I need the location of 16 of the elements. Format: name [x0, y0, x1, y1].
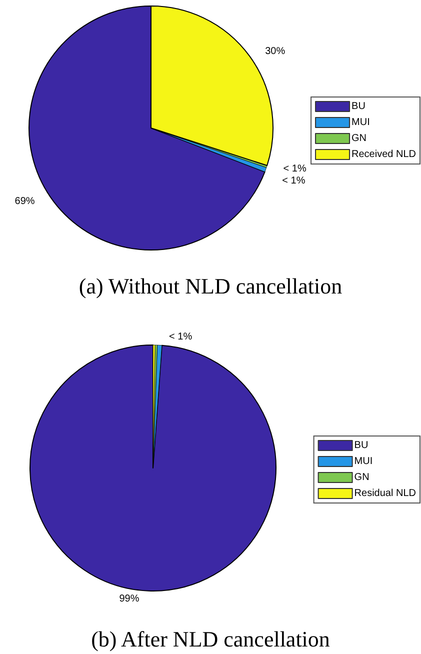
data-label: 30% — [265, 46, 286, 58]
data-label: < 1% — [282, 176, 306, 187]
data-label: 69% — [14, 196, 35, 208]
legend-label: GN — [352, 133, 367, 144]
legend-label: MUI — [352, 117, 370, 128]
text: (a) Without NLD cancellation — [78, 274, 342, 298]
legend-label: Received NLD — [352, 149, 416, 160]
text: (b) After NLD cancellation — [91, 626, 330, 652]
legend-label: GN — [354, 472, 370, 483]
legend-label: Residual NLD — [354, 488, 416, 499]
legend-label: MUI — [354, 456, 373, 467]
legend-label: BU — [354, 440, 368, 451]
legend-label: BU — [352, 101, 366, 112]
data-label: < 1% — [283, 164, 306, 175]
data-label: < 1% — [169, 332, 192, 343]
data-label: 99% — [119, 593, 140, 604]
